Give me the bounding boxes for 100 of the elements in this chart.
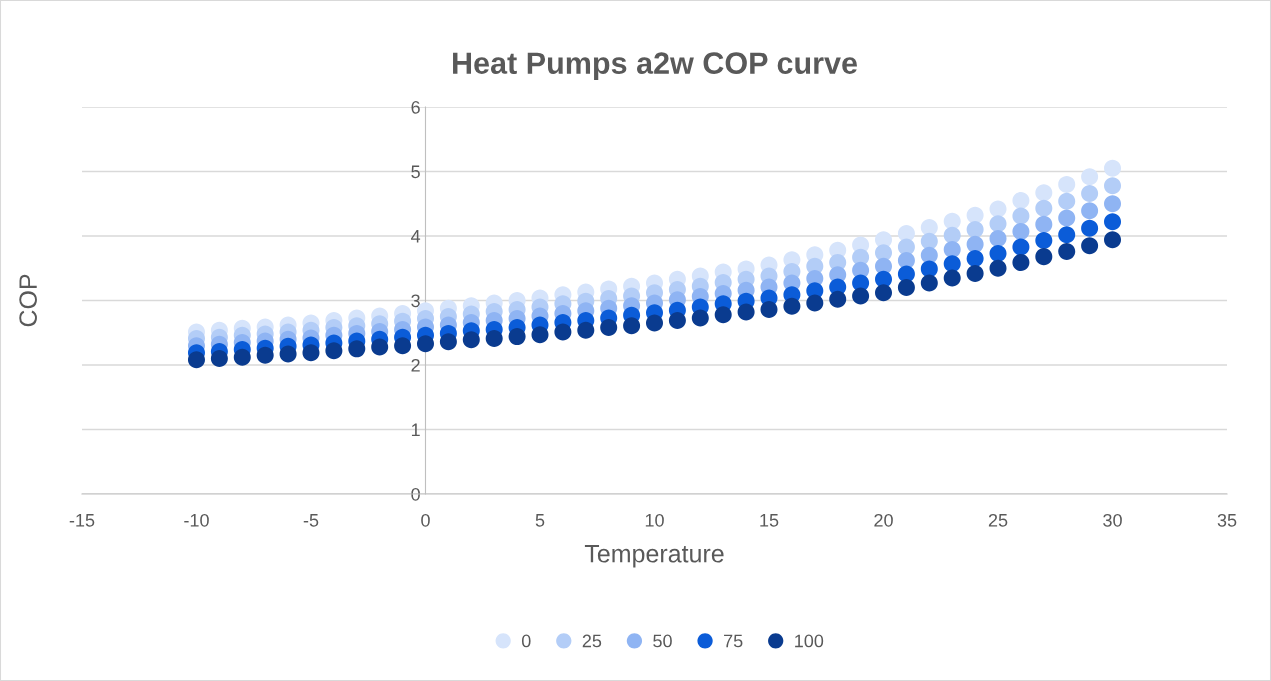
point	[1104, 195, 1122, 213]
point	[943, 226, 961, 244]
point	[623, 317, 641, 335]
point	[920, 260, 938, 278]
chart-title: Heat Pumps a2w COP curve	[453, 52, 857, 80]
legend-label: 100	[795, 634, 824, 648]
point	[966, 264, 984, 282]
point	[302, 344, 320, 362]
point	[1104, 213, 1122, 231]
point	[1012, 238, 1030, 256]
point	[462, 331, 480, 349]
point	[1081, 237, 1099, 255]
x-tick-label: -10	[184, 513, 209, 527]
point	[1081, 219, 1099, 237]
point	[348, 340, 366, 358]
point	[1035, 184, 1053, 202]
x-tick-label: -5	[303, 514, 319, 527]
x-tick-label: -15	[69, 514, 95, 527]
point	[966, 221, 984, 239]
point	[371, 338, 389, 356]
point	[1058, 242, 1076, 260]
point	[989, 230, 1007, 248]
point	[646, 314, 664, 332]
point	[1081, 202, 1099, 220]
point	[989, 244, 1007, 262]
point	[966, 250, 984, 268]
point	[943, 241, 961, 259]
point	[920, 232, 938, 250]
point	[783, 297, 801, 315]
point	[989, 200, 1007, 218]
point	[1012, 253, 1030, 271]
y-tick-label: 6	[411, 100, 420, 114]
point	[1035, 248, 1053, 266]
x-tick-label: 5	[535, 514, 545, 527]
y-axis-title: COP	[19, 274, 37, 327]
point	[668, 311, 686, 329]
point	[485, 330, 503, 348]
x-axis-title: Temperature	[584, 545, 724, 568]
point	[829, 290, 847, 308]
point	[1058, 226, 1076, 244]
point	[210, 350, 228, 368]
point	[600, 319, 618, 337]
point	[279, 345, 297, 363]
point	[1081, 168, 1099, 186]
point	[714, 306, 732, 324]
point	[325, 342, 343, 360]
point	[989, 215, 1007, 233]
x-tick-label: 35	[1217, 513, 1237, 527]
y-tick-label: 2	[411, 358, 420, 372]
legend-label: 50	[653, 634, 672, 648]
x-tick-label: 15	[760, 514, 779, 527]
point	[394, 337, 412, 355]
point	[233, 348, 251, 366]
legend-label: 0	[521, 634, 531, 648]
point	[943, 269, 961, 287]
y-tick-label: 4	[411, 230, 421, 243]
y-tick-label: 3	[411, 294, 420, 308]
point	[966, 235, 984, 253]
y-tick-label: 5	[411, 165, 420, 179]
point	[806, 294, 824, 312]
point	[1104, 177, 1122, 195]
point	[1012, 222, 1030, 240]
point	[1035, 232, 1053, 250]
point	[531, 326, 549, 344]
point	[989, 259, 1007, 277]
point	[1058, 175, 1076, 193]
point	[439, 333, 457, 351]
point	[943, 255, 961, 273]
point	[1081, 184, 1099, 202]
y-tick-label: 0	[411, 487, 420, 501]
point	[737, 303, 755, 321]
point	[187, 351, 205, 369]
point	[508, 328, 526, 346]
legend-label: 25	[582, 634, 602, 648]
x-tick-label: 25	[988, 513, 1008, 527]
point	[691, 309, 709, 327]
point	[256, 346, 274, 364]
point	[1058, 192, 1076, 210]
x-tick-label: 0	[421, 513, 430, 527]
point	[852, 287, 870, 305]
point	[577, 321, 595, 339]
point	[943, 212, 961, 230]
point	[760, 301, 778, 319]
legend-label: 75	[724, 634, 743, 648]
point	[897, 279, 915, 297]
x-tick-label: 10	[645, 513, 664, 527]
point	[920, 274, 938, 292]
point	[1104, 159, 1122, 177]
point	[1104, 231, 1122, 249]
point	[1012, 207, 1030, 225]
y-tick-label: 1	[411, 423, 420, 437]
point	[1035, 199, 1053, 217]
point	[875, 284, 893, 302]
point	[416, 335, 434, 353]
point	[966, 206, 984, 224]
point	[1035, 215, 1053, 233]
point	[1058, 209, 1076, 227]
point	[1012, 192, 1030, 210]
point	[554, 323, 572, 341]
x-tick-label: 30	[1103, 513, 1122, 527]
